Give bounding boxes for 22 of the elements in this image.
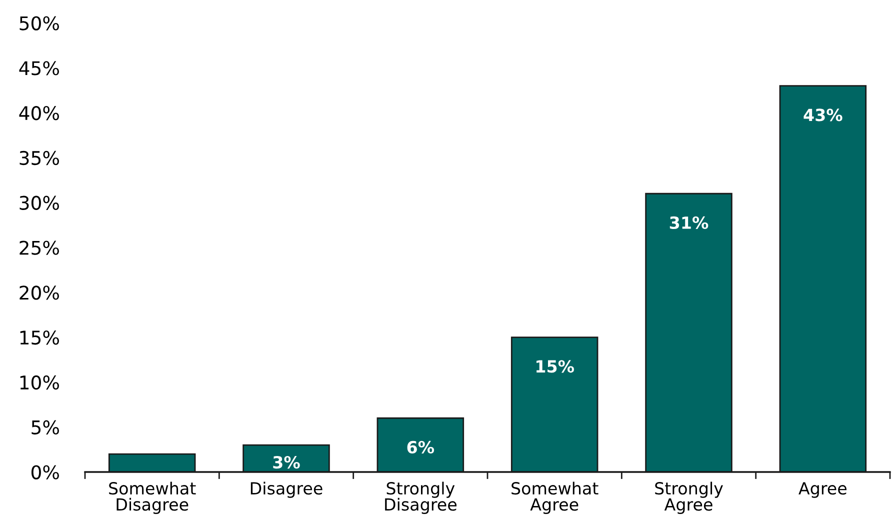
x-tick-label: Somewhat Disagree	[109, 482, 196, 514]
y-tick-label: 50%	[20, 16, 59, 30]
data-label: 6%	[407, 440, 434, 454]
data-label: 15%	[536, 360, 574, 373]
y-tick-label: 10%	[20, 375, 59, 390]
x-tick-label: Strongly Disagree	[385, 482, 456, 514]
y-tick-label: 25%	[20, 240, 59, 255]
y-tick-label: 35%	[20, 150, 59, 166]
y-tick-label: 40%	[19, 106, 59, 120]
x-tick-label: Strongly Agree	[655, 482, 723, 514]
x-tick-label: Somewhat Agree	[512, 482, 598, 514]
y-tick-label: 45%	[19, 61, 59, 76]
y-tick-label: 20%	[20, 286, 59, 300]
x-tick-label: Agree	[798, 482, 847, 498]
data-label: 43%	[804, 108, 842, 122]
x-tick-label: Disagree	[250, 482, 322, 498]
data-label: 31%	[670, 216, 708, 230]
y-tick-label: 5%	[32, 420, 59, 434]
data-label: 3%	[273, 456, 300, 469]
y-tick-label: 15%	[20, 330, 59, 345]
y-tick-label: 0%	[31, 465, 59, 480]
y-tick-label: 30%	[20, 196, 59, 210]
